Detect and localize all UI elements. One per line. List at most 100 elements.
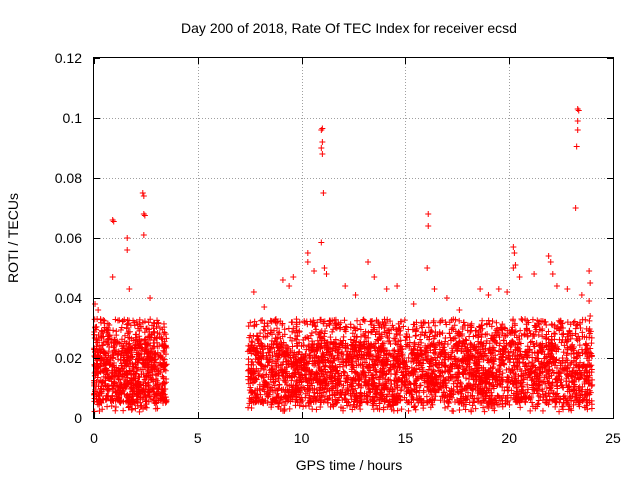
data-point xyxy=(109,385,116,392)
data-point xyxy=(565,383,572,390)
data-point xyxy=(98,383,105,390)
data-point xyxy=(148,364,155,371)
data-point xyxy=(267,329,274,336)
data-point xyxy=(566,327,573,334)
data-point xyxy=(327,334,334,341)
data-point xyxy=(139,357,146,364)
data-point xyxy=(121,391,128,398)
data-point xyxy=(372,331,379,338)
data-point xyxy=(105,339,112,346)
data-point xyxy=(104,320,111,327)
data-point xyxy=(534,317,541,324)
data-point xyxy=(394,399,401,406)
data-point xyxy=(378,349,385,356)
data-point xyxy=(125,394,132,401)
data-point xyxy=(439,369,446,376)
data-point xyxy=(516,336,523,343)
data-point xyxy=(573,322,580,329)
data-point xyxy=(150,396,157,403)
data-point xyxy=(290,325,297,332)
data-point xyxy=(105,348,112,355)
data-point xyxy=(287,334,294,341)
data-point xyxy=(127,344,134,351)
data-point xyxy=(271,382,278,389)
data-point xyxy=(277,335,284,342)
data-point xyxy=(160,331,167,338)
data-point xyxy=(110,382,117,389)
data-point xyxy=(306,351,313,358)
data-point xyxy=(162,399,169,406)
data-point xyxy=(109,362,116,369)
data-point xyxy=(152,399,159,406)
data-point xyxy=(136,374,143,381)
data-point xyxy=(296,319,303,326)
data-point xyxy=(130,363,137,370)
data-point xyxy=(128,335,135,342)
data-point xyxy=(539,407,546,414)
data-point xyxy=(568,397,575,404)
data-point xyxy=(160,356,167,363)
data-point xyxy=(161,394,168,401)
data-point xyxy=(163,344,170,351)
data-point xyxy=(120,407,127,414)
data-point xyxy=(159,336,166,343)
data-point xyxy=(245,356,252,363)
data-point xyxy=(134,355,141,362)
data-point xyxy=(517,404,524,411)
x-tick-label: 5 xyxy=(194,430,202,446)
data-point xyxy=(97,357,104,364)
data-point xyxy=(124,317,131,324)
data-point xyxy=(103,371,110,378)
data-point xyxy=(296,327,303,334)
data-point xyxy=(141,318,148,325)
data-point xyxy=(145,319,152,326)
data-point xyxy=(143,356,150,363)
data-point xyxy=(288,319,295,326)
data-point xyxy=(114,317,121,324)
y-tick-label: 0.1 xyxy=(63,110,83,126)
data-point xyxy=(93,336,100,343)
data-point xyxy=(103,396,110,403)
data-point xyxy=(467,328,474,335)
data-point xyxy=(155,386,162,393)
data-point xyxy=(160,347,167,354)
data-point xyxy=(136,316,143,323)
data-point xyxy=(360,330,367,337)
data-point xyxy=(156,343,163,350)
data-point xyxy=(123,321,130,328)
data-point xyxy=(383,351,390,358)
data-point xyxy=(162,385,169,392)
data-point xyxy=(289,328,296,335)
data-point xyxy=(95,363,102,370)
data-point xyxy=(97,319,104,326)
data-point xyxy=(265,359,272,366)
data-point xyxy=(127,322,134,329)
data-point xyxy=(136,408,143,415)
data-point xyxy=(317,367,324,374)
data-point xyxy=(456,407,463,414)
data-point xyxy=(108,378,115,385)
data-point xyxy=(157,352,164,359)
data-point xyxy=(449,407,456,414)
data-point xyxy=(134,338,141,345)
data-point xyxy=(120,398,127,405)
data-point xyxy=(124,394,131,401)
data-point xyxy=(428,327,435,334)
data-point xyxy=(376,400,383,407)
data-point xyxy=(276,400,283,407)
data-point xyxy=(439,330,446,337)
data-point xyxy=(154,379,161,386)
data-point xyxy=(281,326,288,333)
data-point xyxy=(560,349,567,356)
data-point xyxy=(249,339,256,346)
data-point xyxy=(433,342,440,349)
data-point xyxy=(586,317,593,324)
data-point xyxy=(117,357,124,364)
data-point xyxy=(268,401,275,408)
data-point xyxy=(495,393,502,400)
data-point xyxy=(488,350,495,357)
data-point xyxy=(132,334,139,341)
data-point xyxy=(489,365,496,372)
data-point xyxy=(428,391,435,398)
data-point xyxy=(142,403,149,410)
